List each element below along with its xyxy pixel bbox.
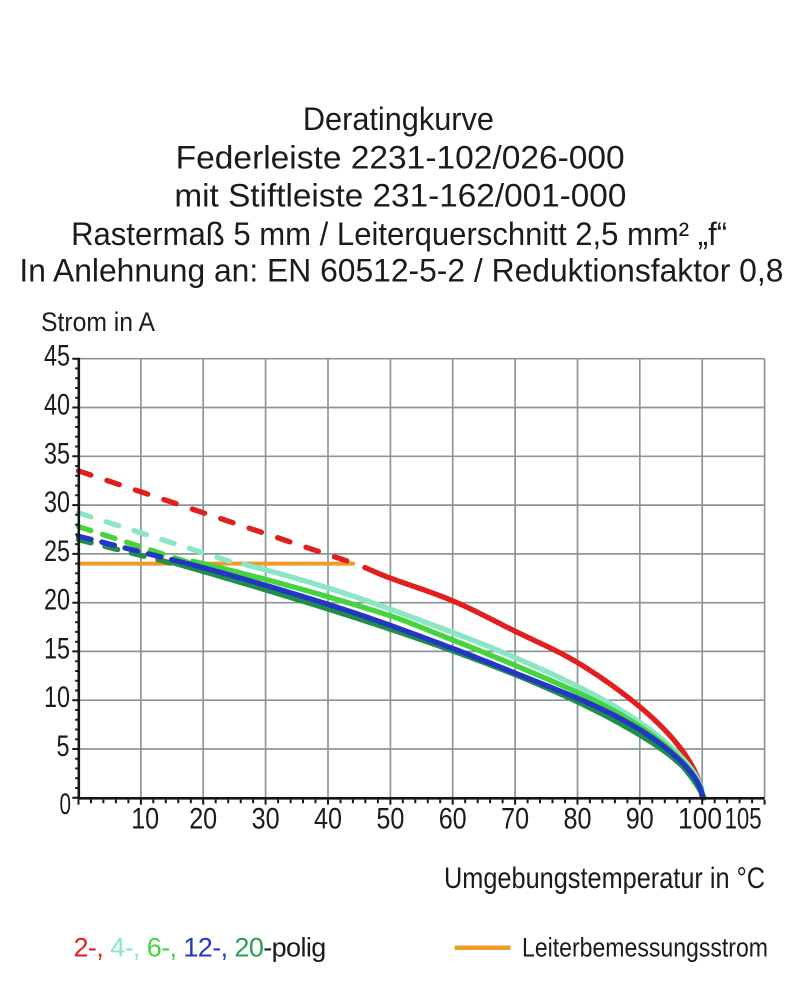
svg-text:30: 30 [252, 803, 280, 836]
svg-text:30: 30 [44, 486, 70, 519]
svg-text:40: 40 [44, 389, 70, 422]
svg-text:10: 10 [44, 681, 70, 714]
svg-text:50: 50 [376, 803, 404, 836]
svg-text:45: 45 [44, 340, 70, 373]
svg-text:105: 105 [725, 803, 762, 836]
svg-text:Rastermaß 5 mm / Leiterquersch: Rastermaß 5 mm / Leiterquerschnitt 2,5 m… [71, 216, 727, 252]
svg-text:2-, 4-, 6-, 12-, 20-polig: 2-, 4-, 6-, 12-, 20-polig [74, 933, 326, 963]
svg-text:90: 90 [626, 803, 654, 836]
svg-text:mit Stiftleiste 231-162/001-00: mit Stiftleiste 231-162/001-000 [174, 178, 626, 214]
svg-text:0: 0 [60, 788, 72, 821]
svg-text:5: 5 [57, 730, 70, 763]
svg-text:15: 15 [44, 632, 70, 665]
svg-text:10: 10 [131, 803, 159, 836]
svg-text:40: 40 [314, 803, 342, 836]
svg-text:Federleiste 2231-102/026-000: Federleiste 2231-102/026-000 [176, 139, 625, 175]
svg-text:Umgebungstemperatur in °C: Umgebungstemperatur in °C [444, 862, 765, 895]
svg-text:60: 60 [439, 803, 467, 836]
svg-text:25: 25 [44, 535, 70, 568]
svg-text:In Anlehnung an: EN 60512-5-2: In Anlehnung an: EN 60512-5-2 / Reduktio… [19, 253, 783, 289]
svg-text:20: 20 [44, 584, 70, 617]
svg-text:Strom in A: Strom in A [41, 307, 155, 337]
svg-text:Deratingkurve: Deratingkurve [303, 101, 494, 137]
svg-text:100: 100 [678, 803, 722, 836]
svg-text:20: 20 [189, 803, 217, 836]
svg-text:70: 70 [501, 803, 529, 836]
svg-text:35: 35 [44, 437, 70, 470]
svg-text:Leiterbemessungsstrom: Leiterbemessungsstrom [522, 933, 768, 963]
svg-text:80: 80 [564, 803, 592, 836]
